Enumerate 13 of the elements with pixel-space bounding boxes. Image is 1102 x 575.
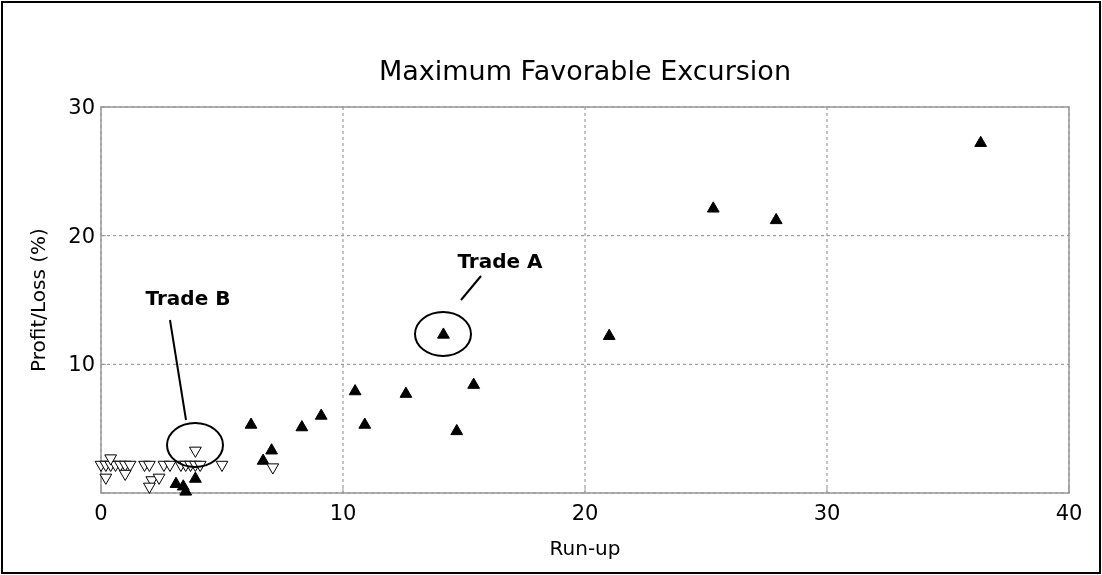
y-axis-title: Profit/Loss (%) <box>26 228 50 372</box>
y-tick-label: 30 <box>68 95 95 119</box>
x-axis-title: Run-up <box>549 536 621 560</box>
x-tick-label: 0 <box>94 501 108 525</box>
chart-title: Maximum Favorable Excursion <box>378 55 792 86</box>
x-tick-label: 40 <box>1055 501 1083 525</box>
x-tick-label: 10 <box>329 501 357 525</box>
y-tick-label: 10 <box>68 352 95 377</box>
x-tick-label: 30 <box>813 501 841 525</box>
callout-label: Trade B <box>145 286 231 310</box>
x-tick-label: 20 <box>571 501 599 525</box>
y-tick-label: 20 <box>68 223 95 248</box>
callout-label: Trade A <box>457 249 543 273</box>
